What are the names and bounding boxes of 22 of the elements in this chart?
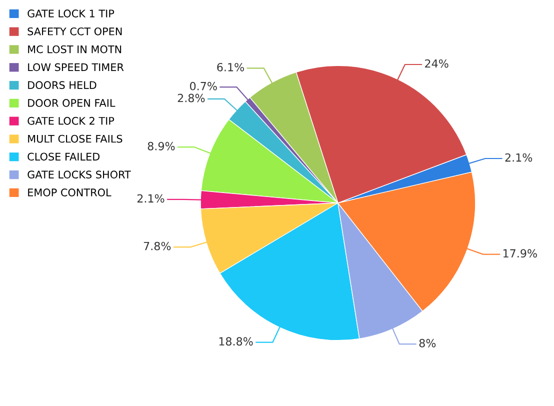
data-label: 0.7% [190,82,217,90]
data-label: 2.8% [178,94,205,102]
data-label: 8% [419,338,436,348]
legend-label: CLOSE FAILED [28,152,100,161]
legend-label: GATE LOCK 1 TIP [28,10,114,18]
legend-label: SAFETY CCT OPEN [28,27,122,36]
legend-label: GATE LOCK 2 TIP [28,116,114,125]
legend-label: GATE LOCKS SHORT [28,170,131,178]
data-label: 18.8% [219,337,253,346]
data-label: 17.9% [503,249,537,258]
legend-label: EMOP CONTROL [28,188,112,196]
data-label: 24% [425,59,448,68]
data-label: 6.1% [217,62,244,72]
data-label: 8.9% [148,142,175,150]
data-label: 7.8% [144,242,171,250]
legend-label: MC LOST IN MOTN [28,45,122,54]
legend-label: DOORS HELD [28,81,96,90]
legend-label: MULT CLOSE FAILS [28,134,122,143]
data-label: 2.1% [137,194,164,203]
data-label: 2.1% [505,153,532,162]
legend-label: DOOR OPEN FAIL [28,99,116,107]
legend-label: LOW SPEED TIMER [28,63,124,72]
